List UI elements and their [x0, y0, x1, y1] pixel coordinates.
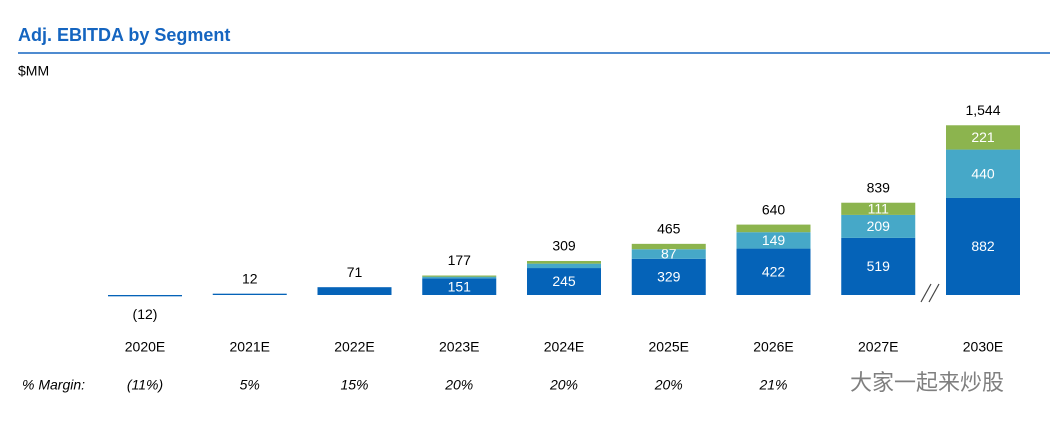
bar-segment [841, 237, 916, 295]
bar-segment [946, 197, 1020, 295]
segment-label: 519 [867, 258, 891, 274]
total-label: 839 [867, 179, 891, 195]
bar-segment [841, 202, 916, 215]
margin-label: (11%) [127, 377, 163, 393]
bar-segment [527, 261, 601, 264]
segment-label: 329 [657, 269, 681, 285]
segment-label: 111 [868, 201, 889, 217]
margin-title: % Margin: [22, 377, 85, 393]
bar-segment [631, 258, 706, 295]
bar-segment [422, 276, 497, 279]
bar-segment [527, 263, 601, 269]
segment-label: 440 [971, 165, 995, 181]
bar-segment [108, 295, 182, 297]
segment-label: 245 [552, 273, 576, 289]
total-label: 640 [762, 201, 786, 217]
total-label: (12) [133, 306, 158, 322]
x-tick-label: 2025E [649, 339, 689, 355]
total-label: 71 [347, 264, 363, 280]
break-mark [928, 283, 940, 303]
bar-segment [527, 268, 601, 295]
x-tick-label: 2021E [230, 339, 270, 355]
bar-segment [212, 293, 287, 295]
bar-segment [422, 278, 497, 295]
margin-label: 20% [654, 377, 683, 393]
bar-segment [736, 232, 811, 249]
bar-segment [422, 275, 497, 277]
break-mark [920, 283, 932, 303]
margin-label: 20% [549, 377, 578, 393]
watermark: 大家一起来炒股 [850, 370, 1004, 395]
margin-label: 5% [240, 377, 260, 393]
bar-segment [736, 248, 811, 295]
unit-label: $MM [18, 63, 49, 79]
x-tick-label: 2026E [753, 339, 793, 355]
bar-segment [631, 243, 706, 250]
total-label: 309 [552, 238, 576, 254]
bar-segment [736, 224, 811, 233]
segment-label: 422 [762, 263, 786, 279]
x-tick-label: 2030E [963, 339, 1003, 355]
bar-segment [946, 125, 1020, 150]
chart-title: Adj. EBITDA by Segment [18, 25, 230, 45]
segment-label: 151 [448, 278, 472, 294]
x-tick-label: 2020E [125, 339, 165, 355]
margin-label: 15% [340, 377, 368, 393]
total-label: 465 [657, 221, 681, 237]
segment-label: 209 [867, 218, 891, 234]
x-tick-label: 2023E [439, 339, 479, 355]
total-label: 12 [242, 270, 258, 286]
x-tick-label: 2024E [544, 339, 584, 355]
x-tick-label: 2027E [858, 339, 898, 355]
bar-segment [841, 214, 916, 238]
segment-label: 149 [762, 232, 786, 248]
total-label: 1,544 [965, 102, 1000, 118]
bar-segment [946, 149, 1020, 198]
axis-break [920, 283, 940, 303]
bar-segment [317, 287, 392, 295]
segment-label: 882 [971, 238, 995, 254]
total-label: 177 [448, 252, 472, 268]
margin-label: 20% [444, 377, 473, 393]
bar-segment [631, 249, 706, 259]
x-tick-label: 2022E [334, 339, 374, 355]
segment-label: 221 [971, 129, 995, 145]
segment-label: 87 [661, 246, 677, 262]
margin-label: 21% [758, 377, 787, 393]
